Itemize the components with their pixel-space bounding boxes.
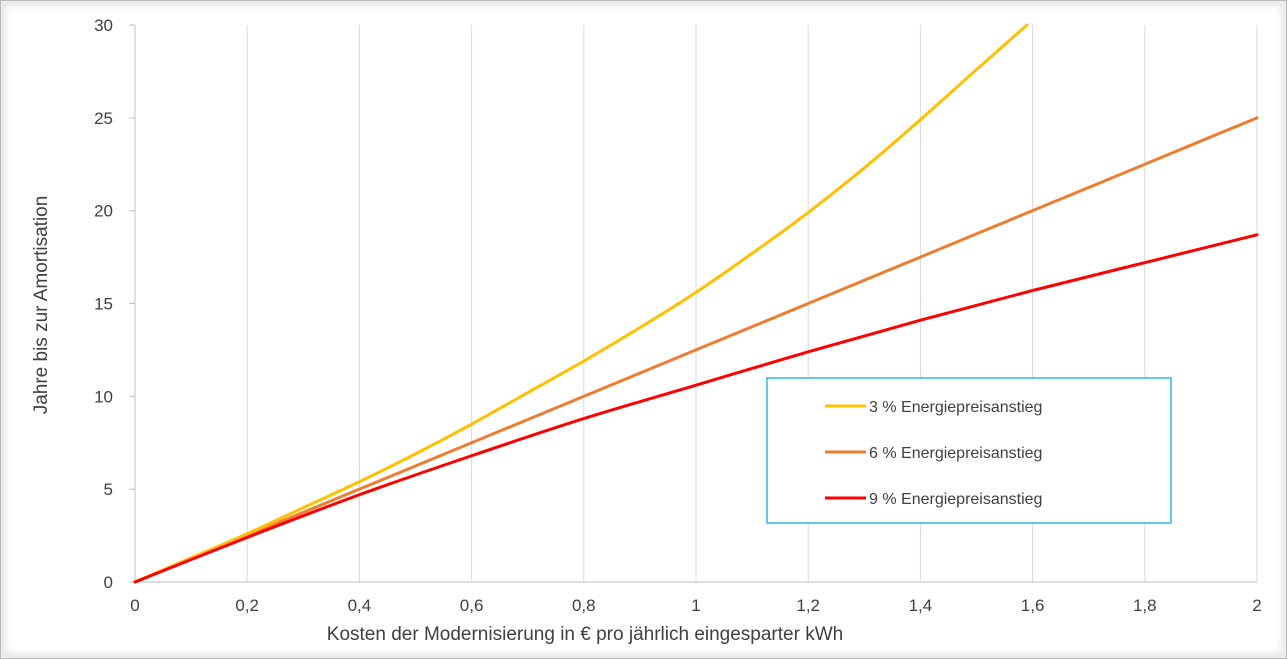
x-axis-title: Kosten der Modernisierung in € pro jährl… bbox=[327, 624, 843, 645]
x-tick-label: 1,8 bbox=[1133, 596, 1157, 615]
legend-label-6pct: 6 % Energiepreisanstieg bbox=[869, 445, 1042, 462]
axes bbox=[129, 24, 1257, 583]
y-tick-label: 20 bbox=[94, 202, 113, 221]
y-tick-label: 10 bbox=[94, 387, 113, 406]
y-tick-label: 0 bbox=[104, 573, 113, 592]
legend: 3 % Energiepreisanstieg 6 % Energiepreis… bbox=[766, 377, 1172, 524]
y-axis-title: Jahre bis zur Amortisation bbox=[31, 196, 52, 415]
x-tick-label: 0,4 bbox=[348, 596, 372, 615]
y-tick-label: 5 bbox=[104, 480, 113, 499]
legend-label-9pct: 9 % Energiepreisanstieg bbox=[869, 491, 1042, 508]
x-tick-label: 2 bbox=[1252, 596, 1261, 615]
series-lines bbox=[133, 23, 1259, 584]
x-tick-label: 1,2 bbox=[796, 596, 820, 615]
legend-label-3pct: 3 % Energiepreisanstieg bbox=[869, 399, 1042, 416]
y-tick-label: 25 bbox=[94, 109, 113, 128]
x-tick-label: 0,2 bbox=[235, 596, 259, 615]
y-tick-label: 15 bbox=[94, 295, 113, 314]
series-line-6pct bbox=[133, 116, 1259, 584]
x-tick-label: 0 bbox=[130, 596, 139, 615]
x-tick-label: 0,6 bbox=[460, 596, 484, 615]
x-tick-label: 1 bbox=[691, 596, 700, 615]
x-tick-label: 0,8 bbox=[572, 596, 596, 615]
y-tick-label: 30 bbox=[94, 16, 113, 35]
series-line-3pct bbox=[133, 23, 1029, 584]
y-tick-labels: 0 5 10 15 20 25 30 bbox=[94, 16, 113, 592]
series-line-9pct bbox=[133, 233, 1259, 584]
x-tick-label: 1,4 bbox=[909, 596, 933, 615]
x-tick-label: 1,6 bbox=[1021, 596, 1045, 615]
x-tick-labels: 0 0,2 0,4 0,6 0,8 1 1,2 1,4 1,6 1,8 2 bbox=[130, 596, 1261, 615]
